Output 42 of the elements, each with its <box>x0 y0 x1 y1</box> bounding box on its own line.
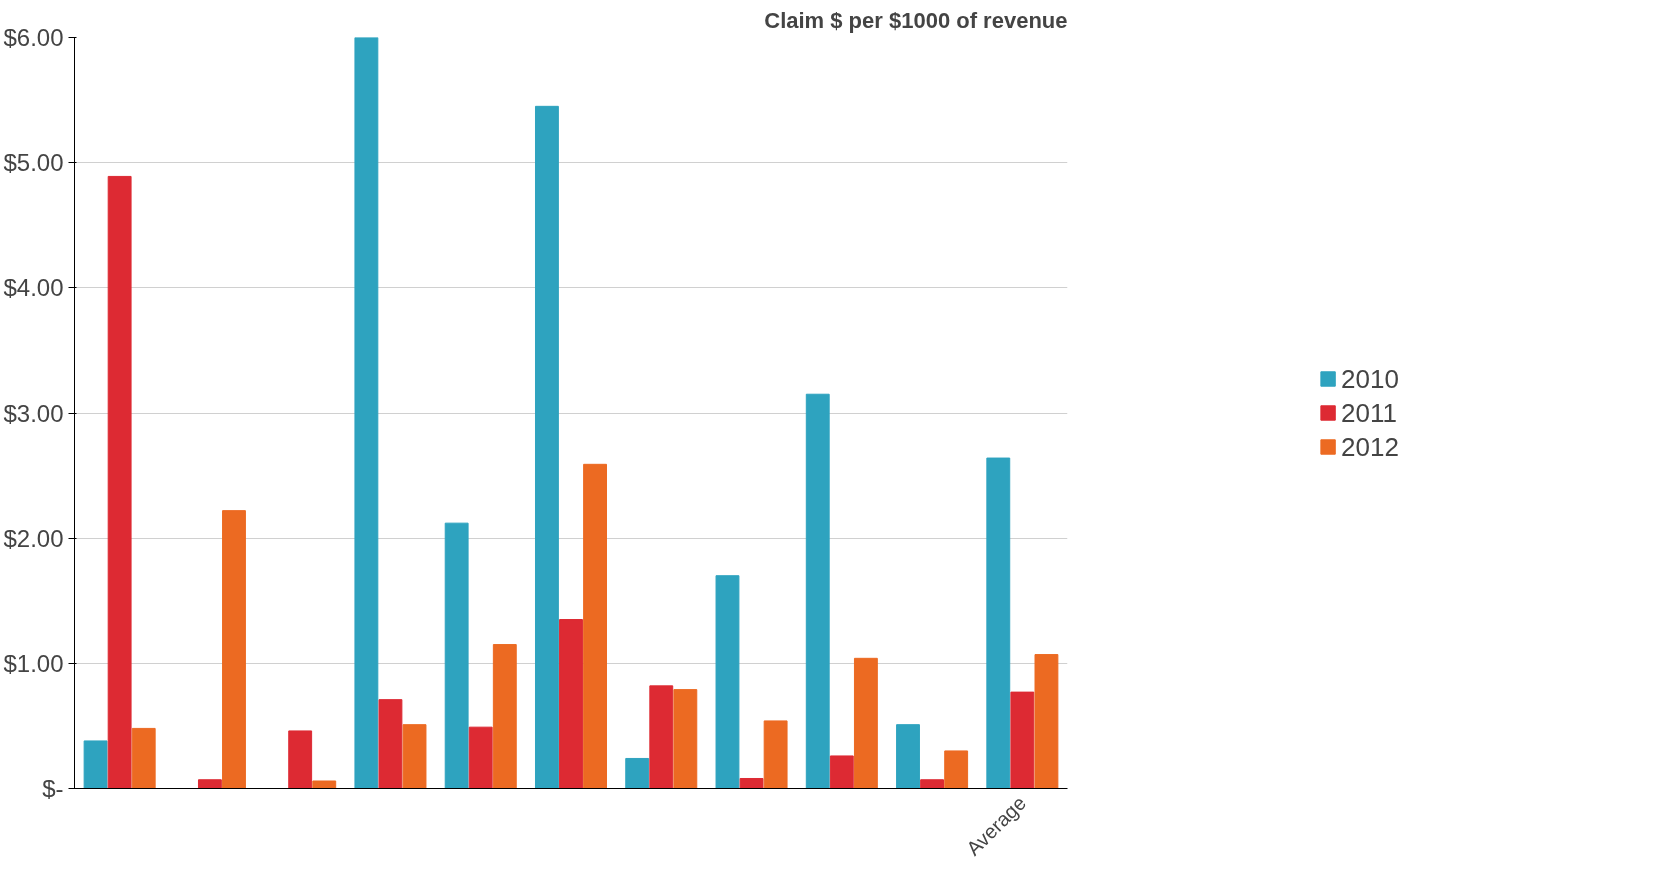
bar <box>649 685 674 789</box>
bar <box>131 727 156 789</box>
bar <box>896 724 920 789</box>
bar <box>1010 691 1035 789</box>
bar <box>920 779 945 789</box>
bar <box>625 757 650 789</box>
bar <box>444 522 469 789</box>
bar <box>492 644 517 789</box>
y-tick-label: $1.00 <box>3 649 64 677</box>
bar <box>468 726 493 789</box>
y-tick-label: $5.00 <box>3 149 64 177</box>
bar <box>107 175 132 789</box>
bar <box>739 777 764 789</box>
y-tick-label: $2.00 <box>3 524 64 552</box>
bar <box>1034 654 1059 789</box>
bar <box>583 463 608 789</box>
bar <box>715 575 740 789</box>
bar <box>222 510 246 789</box>
bar <box>288 730 313 789</box>
bar <box>673 689 698 789</box>
legend-label: 2011 <box>1341 397 1397 428</box>
bar <box>944 750 969 789</box>
bar <box>197 779 222 789</box>
bar <box>986 457 1011 789</box>
bar <box>402 724 427 789</box>
bar <box>559 619 583 789</box>
y-tick-label: $4.00 <box>3 274 64 302</box>
legend-label: 2010 <box>1341 363 1399 394</box>
y-tick-label: $- <box>42 775 64 802</box>
bar <box>354 37 379 789</box>
y-tick-label: $6.00 <box>3 24 64 51</box>
bar <box>534 105 559 789</box>
bar <box>853 657 878 789</box>
bar <box>83 740 108 789</box>
bar <box>805 393 830 789</box>
bar <box>378 699 403 789</box>
bar <box>312 780 337 789</box>
legend-label: 2012 <box>1341 431 1399 462</box>
y-tick-label: $3.00 <box>3 399 64 427</box>
chart-title: Claim $ per $1000 of revenue <box>764 7 1068 33</box>
bar <box>829 755 854 789</box>
bar <box>763 720 788 789</box>
